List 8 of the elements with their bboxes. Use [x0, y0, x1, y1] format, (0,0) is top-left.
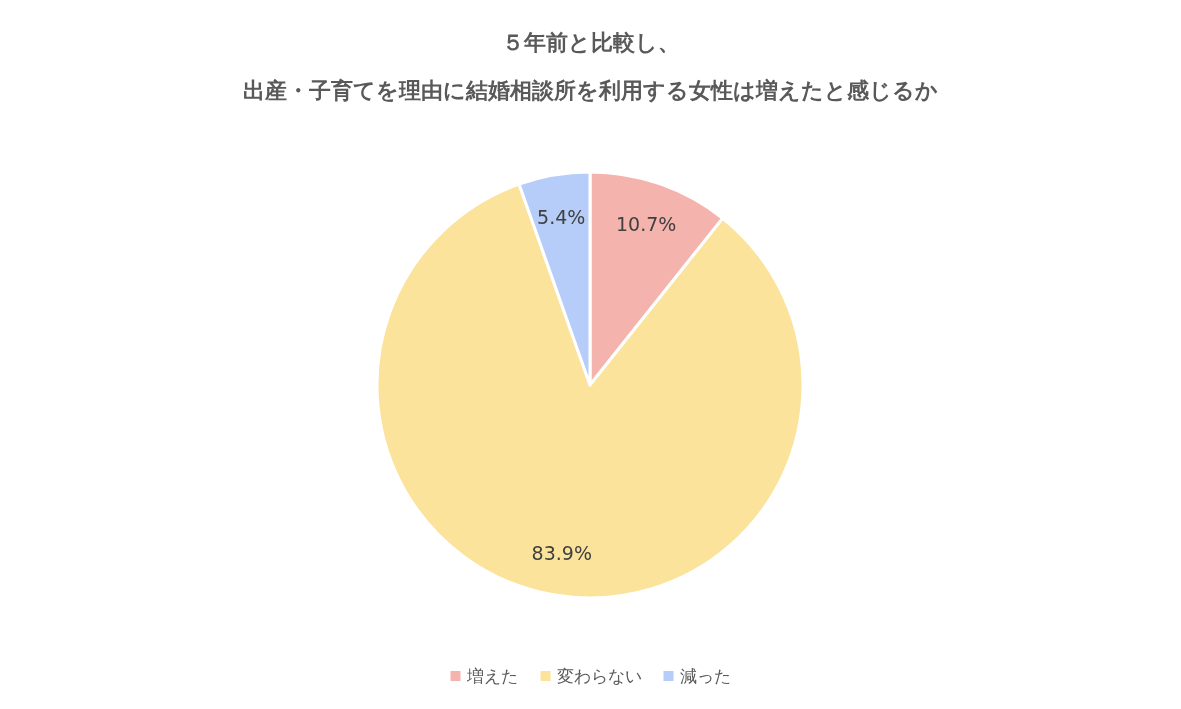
data-label: 10.7%	[616, 213, 677, 236]
chart-title: ５年前と比較し、	[501, 30, 680, 55]
data-label: 5.4%	[537, 206, 586, 229]
chart-subtitle: 出産・子育てを理由に結婚相談所を利用する女性は増えたと感じるか	[243, 78, 938, 103]
legend-label: 減った	[679, 666, 731, 686]
legend-label: 変わらない	[556, 666, 642, 686]
data-label: 83.9%	[531, 542, 592, 565]
legend-label: 増えた	[465, 666, 518, 686]
